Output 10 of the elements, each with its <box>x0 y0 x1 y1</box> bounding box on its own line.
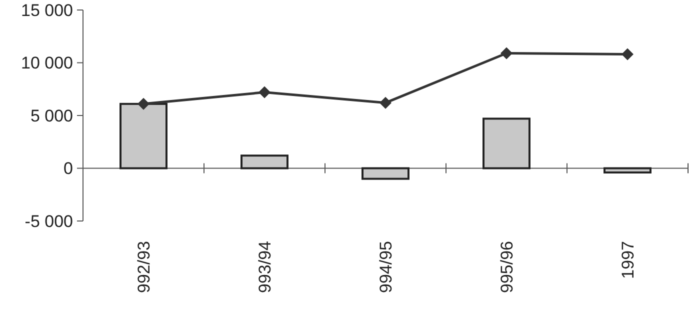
x-tick-label: 1997 <box>618 241 638 279</box>
y-tick-label: 10 000 <box>21 54 73 73</box>
y-tick-label: 0 <box>64 159 73 178</box>
x-tick-label: 995/96 <box>497 241 516 293</box>
y-tick-label: -5 000 <box>24 212 73 231</box>
x-tick-label: 994/95 <box>376 241 396 293</box>
x-tick-label: 993/94 <box>255 241 274 293</box>
y-tick-label: 15 000 <box>21 0 73 20</box>
y-tick-label: 5 000 <box>30 106 73 126</box>
x-tick-label: 992/93 <box>134 241 154 293</box>
